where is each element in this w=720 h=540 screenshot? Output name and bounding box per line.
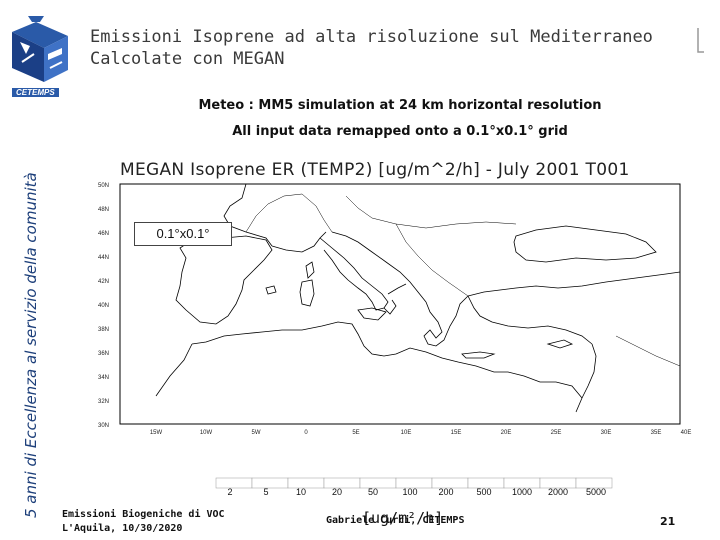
colorbar-tick: 10 xyxy=(296,487,306,496)
lat-labels: 50N 48N 46N 44N 42N 40N 38N 36N 34N 32N … xyxy=(98,183,109,429)
title-line-1: Emissioni Isoprene ad alta risoluzione s… xyxy=(90,27,653,47)
footer-author: Gabriele Curci, CETEMPS xyxy=(326,515,465,526)
logo-graphic xyxy=(12,16,68,82)
subtitle-meteo: Meteo : MM5 simulation at 24 km horizont… xyxy=(198,98,602,113)
lat-label: 48N xyxy=(98,207,109,213)
lat-label: 40N xyxy=(98,303,109,309)
lon-label: 15E xyxy=(451,430,462,436)
unit-overlay: [ug/m²/h] xyxy=(362,509,444,527)
lon-label: 30E xyxy=(601,430,612,436)
map-panel: 50N 48N 46N 44N 42N 40N 38N 36N 34N 32N … xyxy=(98,183,692,436)
colorbar-tick-labels: 2 5 10 20 50 100 200 500 1000 2000 5000 xyxy=(227,487,606,496)
lat-label: 32N xyxy=(98,399,109,405)
colorbar-tick: 1000 xyxy=(512,487,532,496)
lon-label: 10W xyxy=(200,430,213,436)
footer-event-title: Emissioni Biogeniche di VOC xyxy=(62,509,225,520)
lon-label: 40E xyxy=(681,430,692,436)
lat-label: 42N xyxy=(98,279,109,285)
grid-resolution-label: 0.1°x0.1° xyxy=(134,222,232,246)
colorbar-tick: 5000 xyxy=(586,487,606,496)
lon-label: 25E xyxy=(551,430,562,436)
lat-label: 34N xyxy=(98,375,109,381)
lon-labels: 15W 10W 5W 0 5E 10E 15E 20E 25E 30E 35E … xyxy=(150,430,692,436)
coastlines xyxy=(155,183,681,413)
map-frame xyxy=(119,183,681,425)
lat-label: 30N xyxy=(98,423,109,429)
slide-title: Emissioni Isoprene ad alta risoluzione s… xyxy=(90,26,653,70)
colorbar: 2 5 10 20 50 100 200 500 1000 2000 5000 xyxy=(215,477,613,496)
lat-label: 36N xyxy=(98,351,109,357)
lat-label: 46N xyxy=(98,231,109,237)
corner-mark-icon xyxy=(697,28,704,53)
page-number: 21 xyxy=(660,515,676,528)
colorbar-tick: 2 xyxy=(227,487,232,496)
lon-label: 5E xyxy=(352,430,359,436)
lat-label: 50N xyxy=(98,183,109,189)
lon-label: 10E xyxy=(401,430,412,436)
lon-label: 35E xyxy=(651,430,662,436)
lon-label: 20E xyxy=(501,430,512,436)
lon-label: 15W xyxy=(150,430,163,436)
lon-label: 0 xyxy=(304,430,308,436)
map-title: MEGAN Isoprene ER (TEMP2) [ug/m^2/h] - J… xyxy=(120,160,630,180)
colorbar-tick: 200 xyxy=(438,487,453,496)
colorbar-tick: 20 xyxy=(332,487,342,496)
colorbar-tick: 50 xyxy=(368,487,378,496)
title-line-2: Calcolate con MEGAN xyxy=(90,49,285,69)
lon-label: 5W xyxy=(252,430,261,436)
colorbar-tick: 500 xyxy=(476,487,491,496)
vertical-banner: 5 anni di Eccellenza al servizio della c… xyxy=(22,172,40,518)
colorbar-tick: 100 xyxy=(402,487,417,496)
lat-label: 38N xyxy=(98,327,109,333)
footer-event: Emissioni Biogeniche di VOC L'Aquila, 10… xyxy=(62,508,225,536)
cetemps-logo xyxy=(6,12,72,84)
colorbar-tick: 5 xyxy=(263,487,268,496)
lat-label: 44N xyxy=(98,255,109,261)
subtitle-grid: All input data remapped onto a 0.1°x0.1°… xyxy=(232,124,568,139)
logo-caption: CETEMPS xyxy=(12,88,59,97)
footer-event-date: L'Aquila, 10/30/2020 xyxy=(62,523,183,534)
colorbar-tick: 2000 xyxy=(548,487,568,496)
colorbar-segments xyxy=(215,477,613,489)
